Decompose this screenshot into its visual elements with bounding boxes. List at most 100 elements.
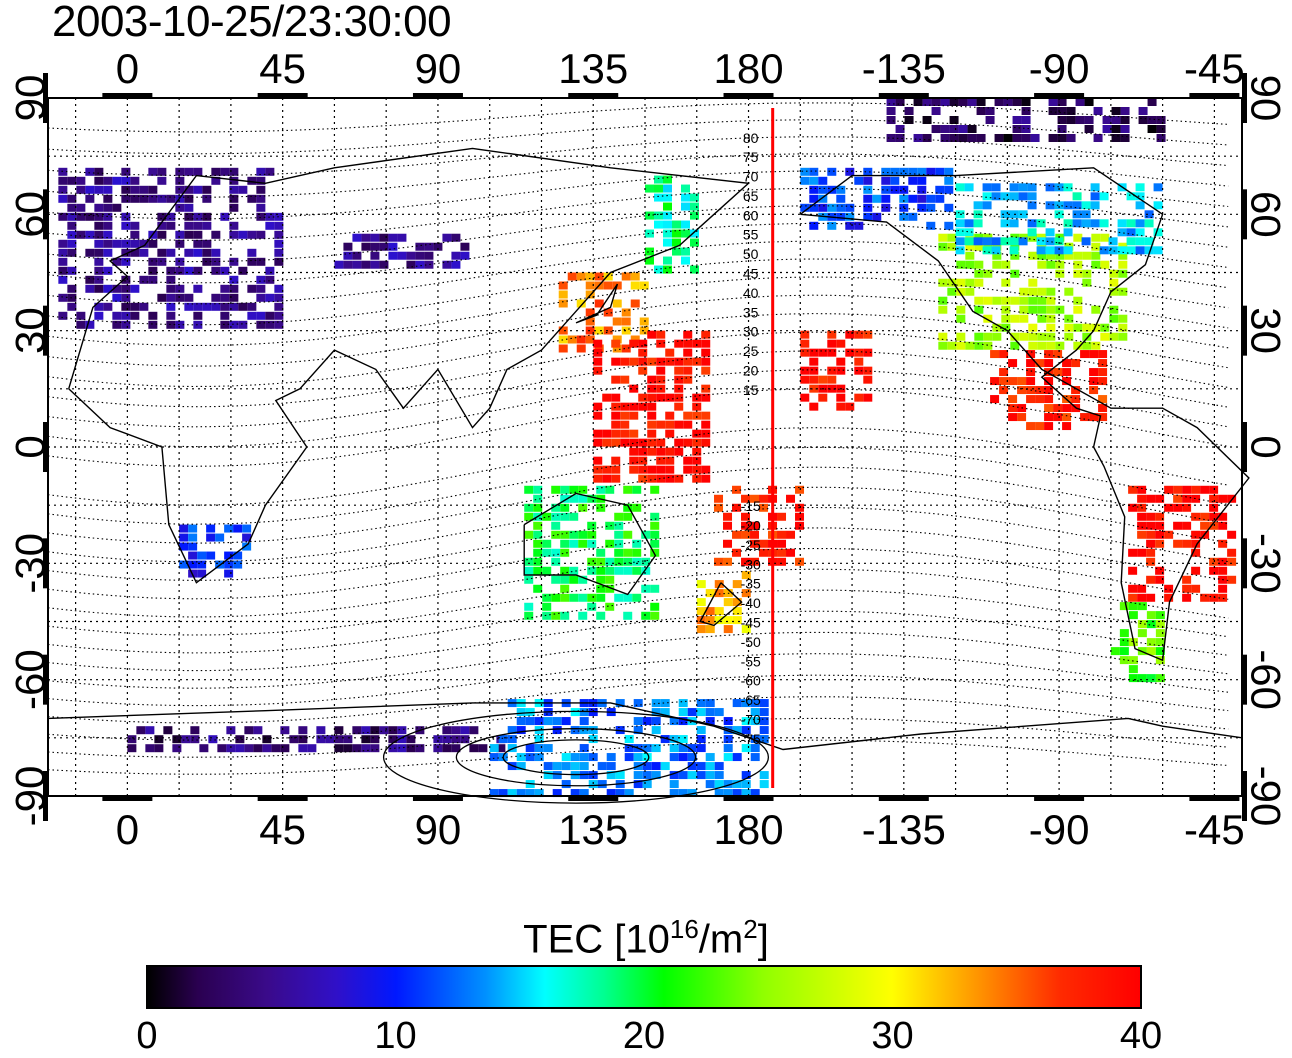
tec-cell <box>714 580 724 589</box>
tec-cell <box>1209 521 1219 530</box>
tec-cell <box>1063 228 1073 237</box>
tec-cell <box>253 726 263 735</box>
tec-cell <box>588 780 598 789</box>
tec-cell <box>551 521 561 530</box>
tec-cell <box>1084 125 1094 133</box>
tec-cell <box>827 375 837 384</box>
tec-cell <box>1118 269 1128 278</box>
tec-cell <box>991 237 1001 246</box>
tec-cell <box>611 474 621 483</box>
tec-cell <box>1137 512 1147 521</box>
tec-cell <box>1227 557 1237 566</box>
tec-cell <box>478 744 488 753</box>
tec-cell <box>525 717 535 726</box>
tec-cell <box>534 717 544 726</box>
tec-cell <box>1146 647 1156 656</box>
tec-cell <box>678 735 688 744</box>
tec-cell <box>224 551 234 560</box>
contour-line <box>47 170 1229 220</box>
tec-cell <box>611 429 621 438</box>
contour-label: -30 <box>741 556 761 572</box>
coastline <box>799 167 1250 662</box>
tec-cell <box>175 230 185 239</box>
tec-cell <box>67 212 77 221</box>
tec-cell <box>460 726 470 735</box>
tec-cell <box>1110 647 1120 656</box>
tec-cell <box>750 699 760 708</box>
tec-cell <box>854 221 864 230</box>
tec-cell <box>656 474 666 483</box>
tec-cell <box>650 611 660 620</box>
tec-cell <box>184 230 194 239</box>
tec-cell <box>585 335 595 344</box>
tec-cell <box>208 735 218 744</box>
tec-cell <box>148 194 158 203</box>
tec-cell <box>696 580 706 589</box>
tec-cell <box>714 780 724 789</box>
axis-bar-top <box>102 93 153 98</box>
tec-cell <box>193 284 203 293</box>
tec-cell <box>1054 183 1064 192</box>
tec-cell <box>1054 246 1064 255</box>
contour-label: -25 <box>741 537 761 553</box>
tec-cell <box>1182 494 1192 503</box>
tec-cell <box>265 167 275 176</box>
tec-cell <box>759 717 769 726</box>
tec-cell <box>795 557 805 566</box>
tec-cell <box>999 377 1009 386</box>
tec-cell <box>274 257 284 266</box>
tec-cell <box>976 98 986 106</box>
tec-cell <box>1191 539 1201 548</box>
tec-cell <box>1100 323 1110 332</box>
tec-cell <box>157 293 167 302</box>
tec-cell <box>642 753 652 762</box>
tec-cell <box>632 485 642 494</box>
tec-cell <box>558 281 568 290</box>
tec-cell <box>247 284 257 293</box>
tec-cell <box>681 184 690 193</box>
tec-cell <box>629 357 639 366</box>
tec-cell <box>696 598 706 607</box>
tec-cell <box>1138 116 1148 124</box>
tec-cell <box>244 744 254 753</box>
tec-cell <box>605 539 615 548</box>
tec-cell <box>606 753 616 762</box>
tec-cell <box>1045 246 1055 255</box>
tec-cell <box>681 220 690 229</box>
tec-cell <box>1128 584 1138 593</box>
tec-cell <box>569 494 579 503</box>
tec-cell <box>732 753 742 762</box>
tec-cell <box>665 357 675 366</box>
tec-cell <box>307 744 317 753</box>
tec-cell <box>669 735 679 744</box>
tec-cell <box>1126 237 1136 246</box>
tec-cell <box>343 260 353 269</box>
tec-cell <box>1146 530 1156 539</box>
tec-cell <box>498 735 508 744</box>
tec-cell <box>188 542 198 551</box>
tec-cell <box>759 726 769 735</box>
tec-cell <box>211 266 221 275</box>
tec-cell <box>1055 305 1065 314</box>
tec-cell <box>103 185 113 194</box>
tec-cell <box>620 438 630 447</box>
tec-cell <box>551 512 561 521</box>
tec-cell <box>854 330 864 339</box>
tec-cell <box>560 539 570 548</box>
tec-cell <box>94 167 104 176</box>
tec-cell <box>606 789 616 798</box>
tec-cell <box>863 366 873 375</box>
tec-cell <box>612 344 622 353</box>
tec-cell <box>1209 566 1219 575</box>
tec-cell <box>593 474 603 483</box>
tec-cell <box>663 265 672 274</box>
tec-cell <box>1137 593 1147 602</box>
tec-cell <box>585 281 595 290</box>
tec-cell <box>103 284 113 293</box>
tec-cell <box>944 167 954 176</box>
tec-cell <box>638 438 648 447</box>
tec-cell <box>256 167 266 176</box>
contour-label: -60 <box>741 673 761 689</box>
tec-cell <box>1089 350 1099 359</box>
tec-cell <box>1191 566 1201 575</box>
